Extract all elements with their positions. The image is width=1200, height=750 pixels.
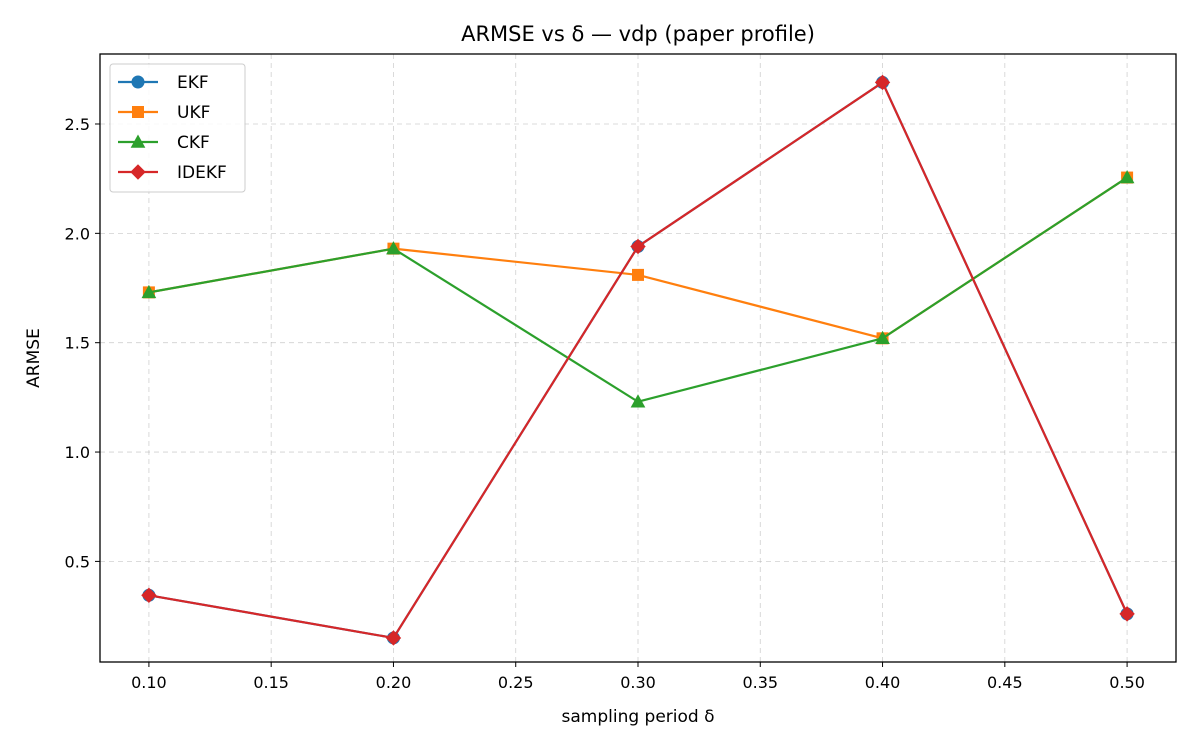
y-tick-label: 0.5: [65, 552, 90, 571]
legend-marker-idekf: [130, 164, 146, 180]
y-axis-title: ARMSE: [24, 328, 44, 388]
legend-label-ukf: UKF: [177, 103, 210, 123]
data-point-ckf: [1119, 170, 1135, 184]
data-point-idekf: [385, 630, 402, 646]
x-tick-label: 0.35: [742, 673, 778, 692]
x-tick-label: 0.10: [131, 673, 167, 692]
data-point-ckf: [386, 241, 401, 255]
x-tick-label: 0.25: [498, 673, 534, 692]
legend-marker-ckf: [130, 134, 146, 148]
x-tick-label: 0.50: [1109, 673, 1145, 692]
legend-marker-ukf: [132, 106, 144, 118]
y-tick-label: 1.5: [65, 334, 90, 353]
data-point-ckf: [875, 330, 890, 345]
data-point-idekf: [141, 587, 157, 604]
legend-label-ekf: EKF: [177, 73, 209, 93]
x-axis-title: sampling period δ: [562, 707, 715, 727]
chart-title: ARMSE vs δ — vdp (paper profile): [461, 22, 815, 46]
y-tick-label: 2.0: [65, 224, 90, 243]
legend-marker-ekf: [131, 75, 145, 89]
data-point-ukf: [632, 268, 644, 281]
x-axis: 0.10 0.15 0.20 0.25 0.30 0.35 0.40 0.45 0.50: [131, 662, 1145, 692]
data-point-idekf: [874, 74, 891, 91]
legend-box: [109, 63, 246, 193]
data-point-ckf: [630, 394, 646, 408]
series-idekf: [141, 74, 1135, 646]
x-tick-label: 0.30: [620, 673, 656, 692]
x-tick-label: 0.15: [253, 673, 289, 692]
legend: EKF UKF CKF IDEKF: [109, 63, 246, 193]
data-point-ckf: [141, 284, 157, 299]
y-tick-label: 2.5: [65, 115, 90, 134]
x-tick-label: 0.45: [987, 673, 1023, 692]
data-point-idekf: [1119, 606, 1135, 622]
y-axis: 0.5 1.0 1.5 2.0 2.5: [65, 115, 100, 571]
series-ckf: [141, 170, 1135, 408]
y-tick-label: 1.0: [65, 443, 90, 462]
series-layer: [141, 74, 1135, 646]
legend-label-idekf: IDEKF: [177, 163, 227, 183]
x-tick-label: 0.40: [865, 673, 901, 692]
data-point-idekf: [630, 238, 646, 255]
x-tick-label: 0.20: [376, 673, 412, 692]
legend-label-ckf: CKF: [177, 133, 210, 153]
